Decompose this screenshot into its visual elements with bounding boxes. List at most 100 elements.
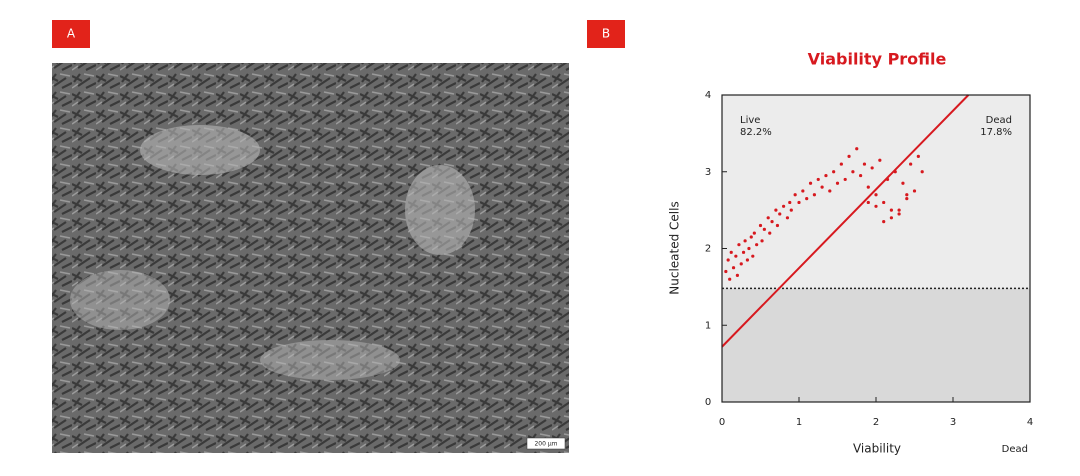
point (820, 185, 824, 189)
point (912, 189, 917, 193)
point (839, 162, 843, 166)
point (789, 208, 793, 212)
plot-frame (721, 94, 1031, 403)
point (752, 231, 756, 235)
chart-title: Viability Profile (808, 50, 947, 69)
point (728, 277, 732, 281)
x-tick-label: 4 (1027, 417, 1033, 428)
annotation: Live (740, 115, 760, 126)
point (855, 147, 859, 151)
point (749, 235, 753, 239)
micrograph-texture (405, 165, 475, 255)
point (916, 154, 920, 158)
micrograph (52, 63, 569, 453)
point (801, 189, 805, 193)
point (901, 181, 905, 185)
point (897, 208, 901, 212)
point (739, 262, 743, 266)
x-tick-label: 0 (719, 417, 725, 428)
y-tick-label: 1 (705, 320, 711, 331)
y-tick-label: 2 (705, 244, 711, 255)
y-tick-label: 0 (705, 397, 711, 408)
point (793, 193, 797, 197)
debris-region (722, 288, 1030, 402)
panel-label: A (67, 27, 76, 41)
point (870, 166, 874, 170)
y-tick-label: 4 (705, 90, 711, 101)
annotation: Dead (1002, 444, 1028, 455)
point (775, 223, 780, 228)
point (785, 216, 790, 220)
y-axis-label: Nucleated Cells (668, 201, 682, 294)
point (741, 250, 746, 254)
point (851, 170, 855, 174)
point (882, 220, 886, 224)
point (737, 243, 741, 247)
point (905, 193, 909, 197)
point (735, 273, 740, 277)
point (824, 173, 828, 178)
point (747, 246, 751, 251)
point (889, 208, 894, 212)
x-tick-label: 1 (796, 417, 802, 428)
point (751, 254, 755, 258)
annotation: 82.2% (740, 127, 772, 138)
scale-bar-label: 200 µm (534, 441, 557, 448)
point (731, 266, 736, 270)
point (889, 216, 894, 220)
point (762, 227, 766, 231)
point (808, 181, 813, 185)
point (835, 181, 840, 185)
point (760, 239, 764, 243)
point (897, 212, 901, 216)
point (778, 212, 782, 216)
point (782, 204, 786, 208)
point (909, 162, 913, 166)
x-axis-label: Viability (853, 442, 901, 456)
point (866, 200, 870, 205)
point (805, 197, 809, 201)
point (847, 154, 851, 158)
point (859, 173, 863, 178)
point (729, 250, 733, 254)
point (770, 220, 774, 224)
annotation: 17.8% (980, 127, 1012, 138)
point (745, 258, 750, 262)
point (774, 208, 778, 212)
y-tick-label: 3 (705, 167, 711, 178)
micrograph-texture (260, 340, 400, 380)
point (768, 231, 772, 235)
panel-badge (587, 20, 625, 48)
point (812, 193, 817, 197)
point (920, 170, 924, 174)
micrograph-texture (140, 125, 260, 175)
point (743, 239, 747, 243)
point (878, 158, 882, 162)
micrograph-texture (70, 270, 170, 330)
point (843, 177, 847, 182)
point (726, 258, 730, 262)
live-region (722, 95, 1030, 289)
scatter-chart: Viability Profile Viability Nucleated Ce… (668, 50, 947, 456)
point (788, 200, 792, 205)
point (734, 254, 738, 258)
point (758, 223, 763, 228)
point (828, 189, 832, 193)
point (905, 197, 909, 201)
point (874, 193, 878, 197)
point (816, 177, 820, 182)
x-tick-label: 2 (873, 417, 879, 428)
point (874, 204, 878, 208)
gate-line (721, 94, 970, 348)
point (755, 243, 759, 247)
point (766, 216, 770, 220)
point (832, 170, 836, 174)
scale-bar (526, 437, 566, 450)
point (724, 269, 728, 274)
point (882, 200, 886, 205)
panel-label: B (602, 27, 610, 41)
panel-badge (52, 20, 90, 48)
point (862, 162, 867, 166)
point (866, 185, 870, 189)
x-tick-label: 3 (950, 417, 956, 428)
